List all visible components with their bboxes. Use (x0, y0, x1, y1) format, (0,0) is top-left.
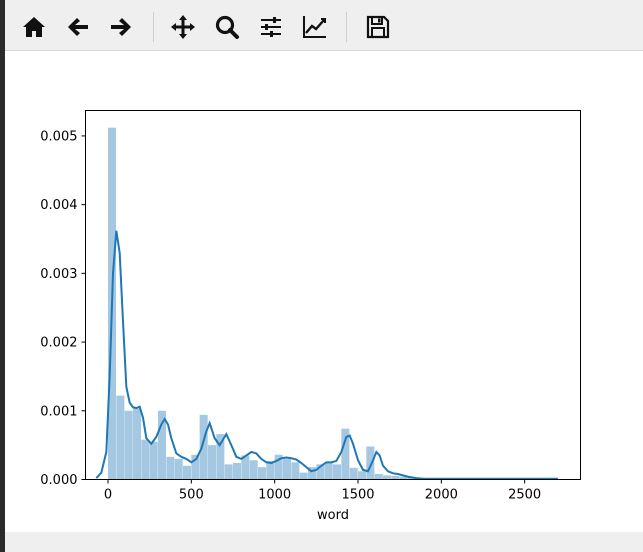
histogram-bar (233, 463, 242, 480)
forward-icon (111, 18, 131, 36)
y-tick-label: 0.003 (40, 267, 77, 282)
kde-curve (95, 230, 558, 480)
histogram-bar (333, 464, 342, 480)
back-button[interactable] (62, 11, 94, 43)
histogram-bar (349, 467, 358, 480)
home-icon (23, 17, 45, 37)
histogram-bar (133, 408, 142, 480)
edit-axis-button[interactable] (299, 11, 331, 43)
x-tick: 0 (104, 479, 112, 503)
histogram-bar (166, 456, 175, 480)
histogram-bar (316, 464, 325, 480)
x-axis-ticks: 0 500 1000 1500 2000 2500 (104, 479, 541, 503)
y-tick-label: 0.005 (40, 129, 77, 144)
histogram-bar (116, 395, 125, 480)
edit-axis-icon (303, 16, 326, 38)
x-tick: 1500 (341, 479, 375, 503)
histogram-bars (108, 127, 558, 480)
y-tick: 0.004 (40, 198, 86, 213)
x-tick: 1000 (258, 479, 291, 503)
save-icon (366, 15, 390, 39)
y-tick: 0.000 (40, 473, 86, 488)
x-tick-label: 500 (179, 488, 204, 503)
histogram-bar (141, 439, 150, 480)
y-tick: 0.005 (40, 129, 86, 144)
home-button[interactable] (18, 11, 50, 43)
x-tick: 2000 (425, 479, 458, 503)
histogram-bar (199, 414, 208, 480)
histogram-bar (266, 460, 275, 480)
histogram-bar (308, 467, 317, 480)
pan-icon (171, 15, 195, 39)
histogram-bar (383, 475, 392, 480)
y-tick-label: 0.000 (40, 473, 77, 488)
histogram-bar (374, 474, 383, 480)
navigation-toolbar (5, 0, 643, 51)
y-tick-label: 0.001 (40, 404, 77, 419)
y-tick: 0.003 (40, 267, 86, 282)
histogram-bar (241, 455, 250, 480)
forward-button[interactable] (105, 11, 137, 43)
histogram-bar (258, 467, 267, 480)
histogram-bar (174, 458, 183, 480)
histogram-bar (366, 446, 375, 480)
status-bar (5, 532, 643, 552)
x-tick: 2500 (508, 479, 541, 503)
histogram-bar (358, 471, 367, 480)
histogram-bar (224, 464, 233, 480)
histogram-bar (299, 472, 308, 480)
histogram-bar (191, 454, 200, 480)
histogram-bar (149, 441, 158, 480)
x-tick-label: 2000 (425, 488, 458, 503)
histogram-bar (408, 477, 417, 480)
save-button[interactable] (362, 11, 394, 43)
y-tick-label: 0.004 (40, 198, 77, 213)
y-axis-ticks: 0.000 0.001 0.002 0.003 0.004 0.005 (40, 129, 86, 488)
toolbar-separator (346, 12, 347, 42)
left-window-edge (0, 0, 5, 552)
y-tick: 0.001 (40, 404, 86, 419)
histogram-bar (283, 458, 292, 480)
x-tick-label: 0 (104, 488, 112, 503)
zoom-button[interactable] (211, 11, 243, 43)
histogram-bar (324, 463, 333, 480)
configure-subplots-icon (261, 17, 281, 37)
zoom-icon (215, 15, 239, 39)
histogram-bar (216, 434, 225, 480)
configure-subplots-button[interactable] (255, 11, 287, 43)
toolbar-separator (153, 12, 154, 42)
histogram-bar (124, 410, 133, 480)
y-tick-label: 0.002 (40, 336, 77, 351)
histogram-bar (183, 465, 192, 480)
histogram-bar (249, 460, 258, 480)
histogram-bar (341, 428, 350, 480)
y-tick: 0.002 (40, 336, 86, 351)
x-tick-label: 2500 (508, 488, 541, 503)
x-tick-label: 1500 (341, 488, 374, 503)
histogram-bar (399, 476, 408, 480)
x-tick-label: 1000 (258, 488, 291, 503)
pan-button[interactable] (167, 11, 199, 43)
histogram-bar (291, 462, 300, 480)
histogram-bar (158, 410, 167, 480)
histogram-bar (391, 476, 400, 480)
back-icon (68, 18, 88, 36)
distribution-plot: 0 500 1000 1500 2000 2500 0.0000.0010.0020.00… (40, 110, 581, 523)
histogram-bar (274, 454, 283, 480)
plot-frame (85, 110, 581, 480)
figure-canvas[interactable]: 0 500 1000 1500 2000 2500 0.000 0.001 0.002 0.00… (5, 51, 643, 532)
x-tick: 500 (179, 479, 204, 503)
histogram-bar (208, 445, 217, 480)
x-axis-label: word (317, 508, 349, 523)
